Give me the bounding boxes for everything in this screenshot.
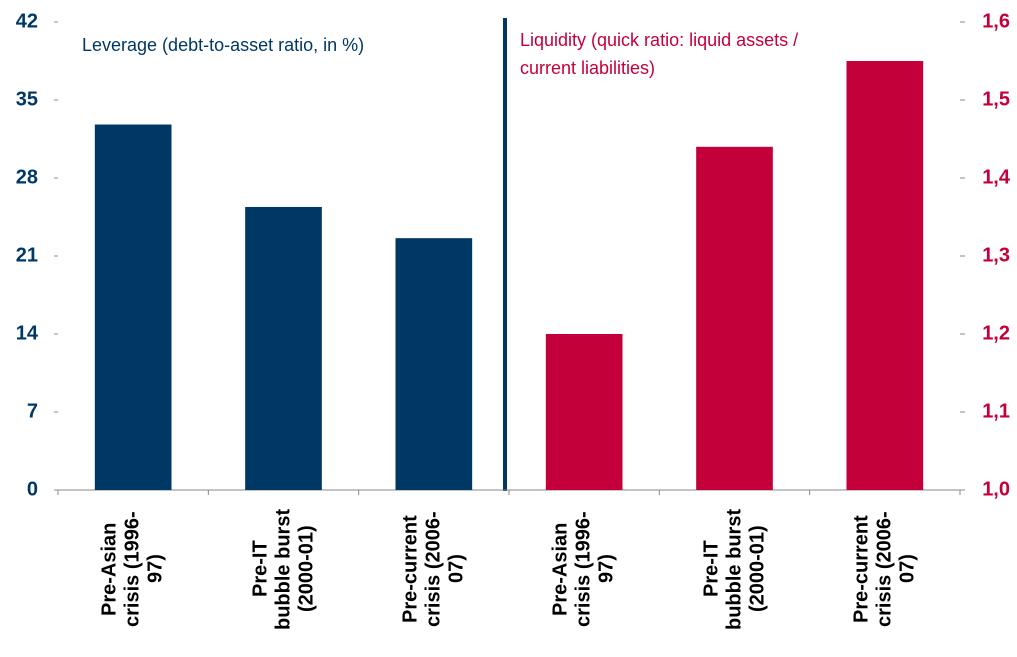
- y-tick-label: 0: [27, 478, 38, 500]
- x-tick-label: Pre-Asian crisis (1996-97): [98, 511, 167, 627]
- y-tick-label: 35: [16, 88, 38, 110]
- bar: [696, 146, 773, 491]
- y2-tick-label: 1,6: [982, 10, 1010, 32]
- y2-tick-label: 1,1: [982, 400, 1010, 422]
- bar: [94, 124, 172, 490]
- liquidity-note: Liquidity (quick ratio: liquid assets / …: [520, 30, 799, 78]
- y2-tick-label: 1,4: [982, 166, 1011, 188]
- bar: [846, 61, 924, 490]
- x-tick-label: Pre-Asian crisis (1996-97): [549, 511, 618, 627]
- x-tick-label: Pre-current crisis (2006-07): [399, 511, 468, 627]
- x-tick-label: Pre-current crisis (2006-07): [850, 511, 919, 627]
- x-tick-label: Pre-IT bubble burst (2000-01): [700, 508, 768, 630]
- y-tick-label: 14: [16, 322, 39, 344]
- y-tick-label: 7: [27, 400, 38, 422]
- leverage-note: Leverage (debt-to-asset ratio, in %): [82, 35, 365, 55]
- bar: [245, 206, 322, 490]
- y2-tick-label: 1,0: [982, 478, 1010, 500]
- bar: [395, 238, 473, 490]
- y-tick-label: 28: [16, 166, 38, 188]
- bar: [545, 334, 623, 490]
- y-tick-label: 42: [16, 10, 38, 32]
- y2-tick-label: 1,5: [982, 88, 1010, 110]
- x-tick-label: Pre-IT bubble burst (2000-01): [249, 508, 317, 630]
- y2-tick-label: 1,3: [982, 244, 1010, 266]
- y2-tick-label: 1,2: [982, 322, 1010, 344]
- y-tick-label: 21: [16, 244, 38, 266]
